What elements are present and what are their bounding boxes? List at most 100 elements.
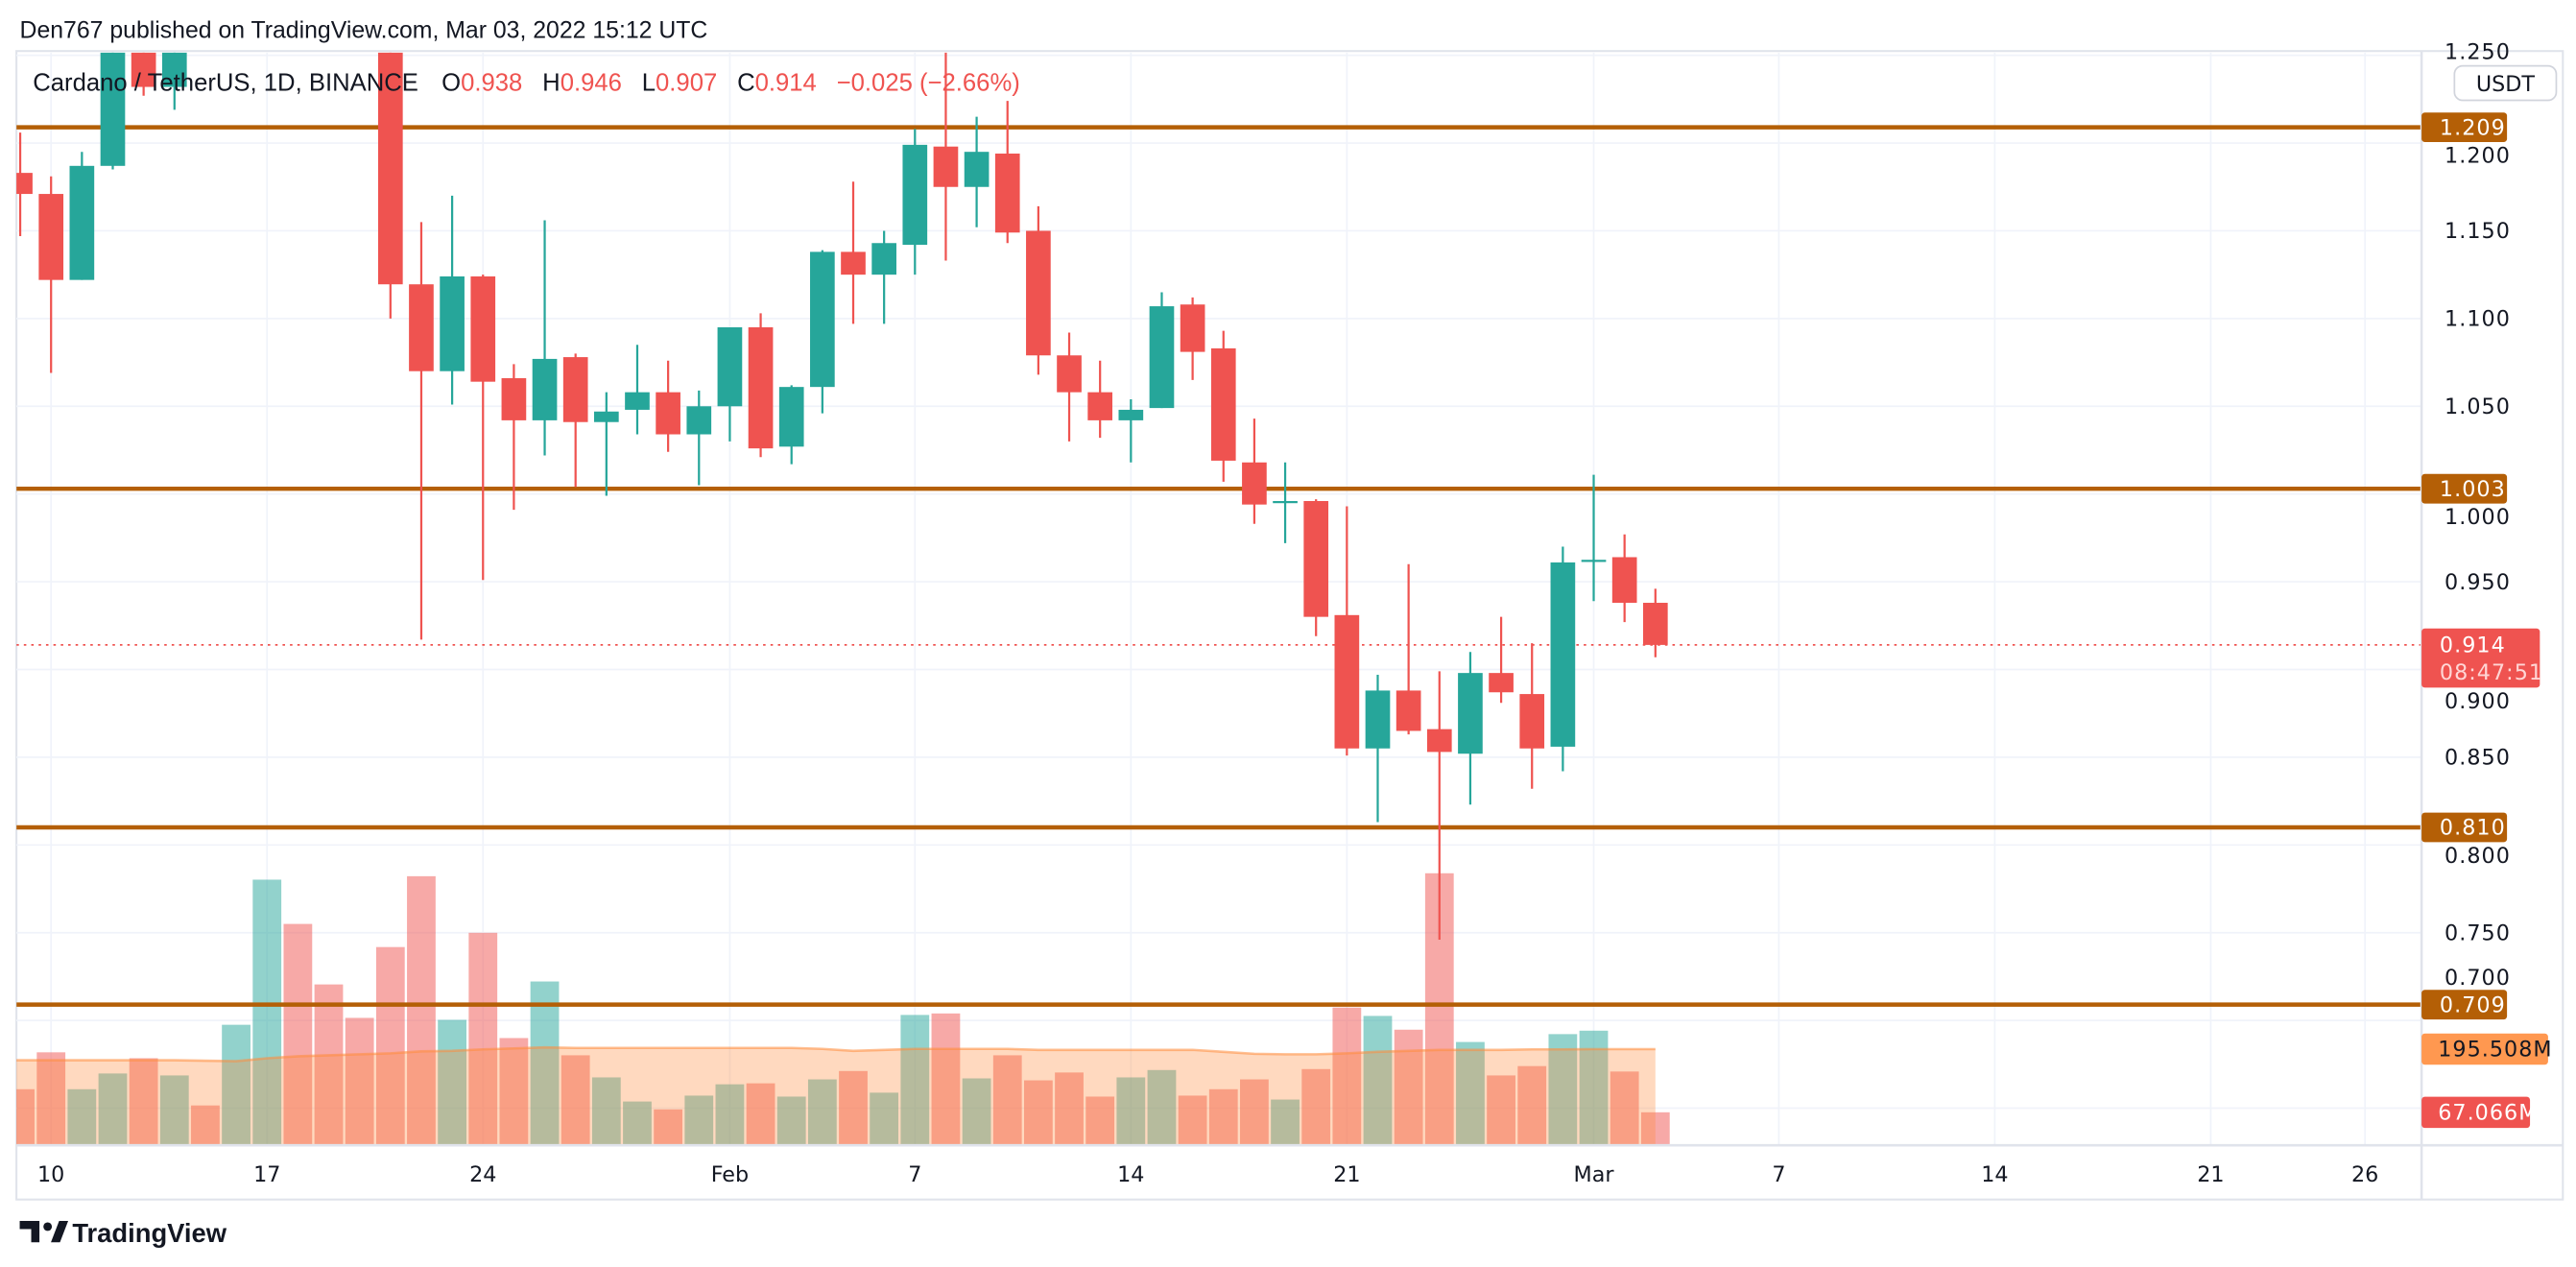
volume-bar — [407, 875, 436, 1146]
plot-area[interactable] — [6, 0, 2422, 1146]
time-tick-label: 17 — [253, 1162, 280, 1187]
legend-high-label: H — [542, 69, 561, 96]
candle-body — [1057, 355, 1082, 393]
candle — [1426, 671, 1452, 941]
price-tick-label: 1.050 — [2445, 394, 2511, 419]
candle — [902, 129, 928, 275]
candle — [686, 390, 712, 486]
candle-body — [841, 251, 866, 275]
volume-bar — [283, 923, 313, 1146]
candle-body — [131, 52, 156, 87]
legend-open-value: 0.938 — [461, 69, 522, 96]
volume-bar — [345, 1017, 374, 1146]
volume-bar — [314, 984, 344, 1146]
time-tick-label: 14 — [1981, 1162, 2008, 1187]
legend-low-label: L — [642, 69, 656, 96]
candle — [161, 52, 187, 110]
time-tick-label: 21 — [2197, 1162, 2224, 1187]
volume-bar — [1147, 1069, 1177, 1146]
price-axis[interactable]: 1.250 1.200 1.150 1.100 1.050 1.000 0.950 0.900… — [2445, 40, 2511, 991]
legend-symbol[interactable]: Cardano / TetherUS, 1D, BINANCE — [33, 69, 418, 96]
time-tick-label: 10 — [37, 1162, 64, 1187]
volume-bar — [807, 1079, 837, 1146]
volume-bar — [839, 1070, 868, 1146]
candle — [933, 52, 959, 261]
candle-body — [1242, 462, 1267, 505]
last-price-tag — [2421, 628, 2540, 688]
candle — [532, 220, 558, 456]
tradingview-logo[interactable]: TradingView — [19, 1218, 227, 1248]
candle-body — [778, 387, 804, 447]
candle — [1303, 499, 1329, 636]
candle — [1057, 332, 1082, 442]
volume-bar — [746, 1083, 775, 1146]
candle-body — [38, 194, 64, 280]
candle-body — [933, 146, 959, 187]
currency-button[interactable]: USDT — [2453, 64, 2558, 102]
candle — [224, 0, 249, 3]
volume-bar — [684, 1095, 714, 1146]
time-tick-label: 7 — [908, 1162, 921, 1187]
candle-body — [1026, 230, 1051, 356]
time-tick-label: 26 — [2351, 1162, 2378, 1187]
volume-bar — [98, 1073, 128, 1146]
legend-open-label: O — [441, 69, 461, 96]
candle-body — [161, 52, 187, 87]
candle-body — [100, 52, 126, 166]
volume-bar — [1208, 1088, 1238, 1146]
volume-bar — [159, 1075, 189, 1146]
candle — [131, 52, 156, 96]
candle — [1458, 652, 1483, 805]
volume-bar — [1610, 1071, 1639, 1146]
candle — [1026, 205, 1051, 375]
tradingview-logo-text: TradingView — [72, 1218, 227, 1248]
candle — [1242, 418, 1267, 524]
volume-bar — [191, 1105, 220, 1146]
volume-ma — [16, 1045, 1656, 1146]
volume-bar — [67, 1088, 97, 1146]
candle — [1489, 616, 1514, 704]
volume-bar — [1240, 1079, 1269, 1146]
volume-ma-label: 195.508M — [2438, 1038, 2552, 1063]
candle-body — [532, 358, 558, 420]
time-tick-label: Mar — [1574, 1162, 1615, 1187]
candle-body — [717, 327, 743, 407]
candle-body — [625, 392, 650, 410]
candle-body — [1395, 690, 1421, 731]
tradingview-logo-icon — [19, 1220, 69, 1243]
volume-label: 67.066M — [2438, 1101, 2538, 1126]
candle — [38, 176, 64, 373]
candle-body — [1180, 304, 1205, 352]
candle-body — [686, 406, 712, 435]
horizontal-levels[interactable] — [16, 125, 2422, 1007]
candle — [1550, 546, 1576, 772]
candle — [409, 222, 434, 640]
candle-body — [964, 152, 990, 187]
volume-bar — [992, 1055, 1022, 1146]
volume-bar — [1394, 1029, 1423, 1146]
candle-body — [1118, 409, 1144, 420]
level-price-tag — [2421, 990, 2508, 1020]
volume-bar — [1085, 1096, 1115, 1146]
candle — [625, 345, 650, 435]
volume-bar — [1363, 1016, 1393, 1146]
candle-body — [656, 392, 680, 435]
candle — [1581, 474, 1607, 602]
volume-bar — [468, 932, 498, 1146]
last-price-label: 0.914 — [2440, 634, 2506, 658]
candle — [1519, 643, 1545, 789]
time-axis[interactable]: 10 17 24 Feb 7 14 21 Mar 7 14 21 26 — [37, 1162, 2378, 1187]
candle — [1642, 588, 1668, 657]
volume-bar — [1023, 1080, 1053, 1146]
candle — [1149, 292, 1175, 409]
candle — [1087, 360, 1113, 439]
candle-body — [1581, 560, 1607, 562]
level-price-label: 1.209 — [2440, 115, 2506, 140]
candle — [810, 250, 835, 414]
price-tick-label: 0.700 — [2445, 966, 2511, 991]
published-caption: Den767 published on TradingView.com, Mar… — [20, 17, 708, 43]
candle-body — [440, 275, 465, 371]
candle — [440, 195, 465, 405]
volume-bar — [962, 1078, 991, 1146]
